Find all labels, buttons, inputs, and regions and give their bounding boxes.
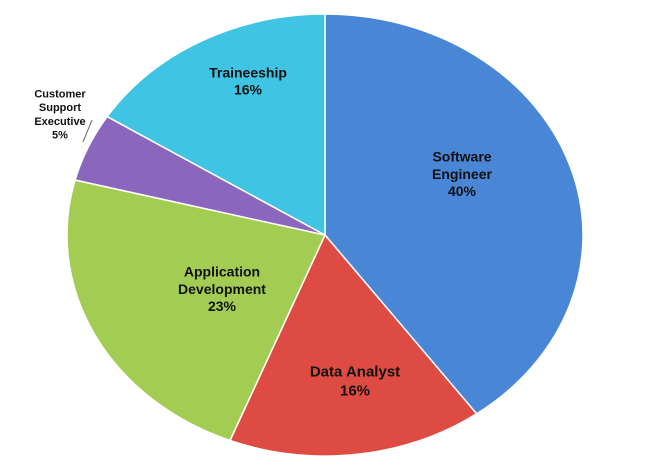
slice-label: Data Analyst — [310, 364, 400, 381]
leader-line — [82, 119, 93, 143]
label-line: Engineer — [432, 166, 492, 182]
slice-value-label: 23% — [208, 298, 237, 314]
slice-value-label: 16% — [234, 81, 263, 97]
label-line: Customer — [34, 88, 86, 100]
slice-label: Customer Support Executive — [34, 88, 86, 128]
label-line: Traineeship — [209, 64, 287, 80]
slice-label: Software Engineer — [432, 148, 492, 182]
pie-slice — [66, 179, 327, 442]
label-line: Application — [184, 263, 260, 279]
slice-value-label: 40% — [448, 183, 477, 199]
label-line: Support — [39, 102, 81, 114]
label-line: Data Analyst — [310, 364, 400, 381]
slice-value-label: 5% — [52, 130, 68, 142]
slice-label: Application Development — [178, 263, 266, 297]
label-line: Executive — [34, 116, 85, 128]
pie-slice — [228, 233, 478, 457]
pie-slice — [106, 13, 326, 237]
label-line: Software — [432, 148, 491, 164]
slice-value-label: 16% — [340, 382, 370, 399]
slice-label: Traineeship — [209, 64, 287, 80]
pie-slice — [324, 13, 584, 415]
label-line: Development — [178, 281, 266, 297]
